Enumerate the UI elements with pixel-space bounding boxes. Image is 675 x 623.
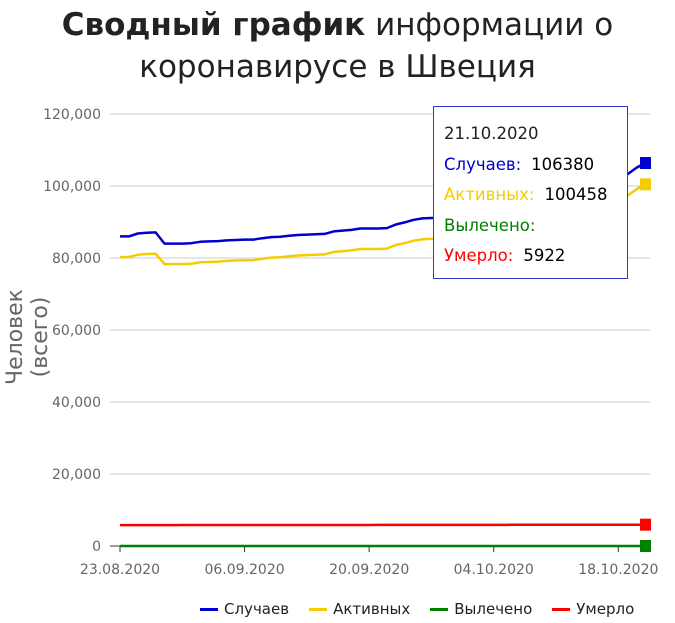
series-end-marker-2 — [640, 540, 651, 552]
tooltip-value-deaths: 5922 — [523, 246, 566, 265]
legend-item-cases[interactable]: Случаев — [200, 600, 289, 618]
y-tick-label: 40,000 — [52, 395, 101, 411]
y-tick-label: 20,000 — [52, 467, 101, 483]
tooltip-label-deaths: Умерло: — [444, 246, 514, 265]
x-tick-label: 04.10.2020 — [454, 562, 534, 578]
tooltip-value-cases: 106380 — [531, 154, 595, 174]
legend-swatch-deaths — [552, 607, 571, 611]
x-tick-label: 20.09.2020 — [329, 562, 409, 578]
chart-title: Сводный график информации о коронавирусе… — [0, 4, 675, 88]
legend-swatch-cases — [200, 607, 218, 611]
series-end-marker-1 — [640, 178, 651, 191]
legend-label-cases: Случаев — [224, 600, 290, 618]
legend-label-recovered: Вылечено — [454, 600, 533, 618]
legend-item-recovered[interactable]: Вылечено — [430, 600, 532, 618]
tooltip-label-active: Активных: — [444, 185, 535, 204]
chart-title-line2: коронавирусе в Швеция — [139, 49, 536, 85]
legend-item-deaths[interactable]: Умерло — [552, 600, 634, 618]
series-end-marker-3 — [640, 518, 651, 531]
tooltip-row-active: Активных: 100458 — [444, 180, 617, 211]
y-tick-label: 0 — [92, 539, 101, 555]
chart-legend: Случаев Активных Вылечено Умерло — [200, 600, 634, 618]
tooltip-row-recovered: Вылечено: — [444, 211, 617, 242]
tooltip-date: 21.10.2020 — [444, 124, 539, 143]
x-tick-label: 23.08.2020 — [80, 562, 160, 578]
y-tick-label: 100,000 — [43, 179, 101, 195]
y-tick-label: 120,000 — [43, 107, 101, 123]
tooltip-value-active: 100458 — [544, 185, 608, 204]
legend-swatch-active — [309, 607, 328, 611]
chart-title-rest: информации о — [365, 7, 614, 43]
chart-title-bold: Сводный график — [61, 7, 366, 43]
tooltip: 21.10.2020 Случаев: 106380 Активных: 10045… — [433, 106, 628, 279]
y-tick-label: 80,000 — [52, 251, 101, 267]
series-end-marker-0 — [640, 157, 651, 170]
tooltip-row-deaths: Умерло: 5922 — [444, 241, 617, 272]
tooltip-row-cases: Случаев: 106380 — [444, 150, 617, 181]
y-tick-label: 60,000 — [52, 323, 101, 339]
legend-item-active[interactable]: Активных — [309, 600, 410, 618]
legend-label-deaths: Умерло — [576, 600, 635, 618]
legend-label-active: Активных — [333, 600, 411, 618]
x-tick-label: 18.10.2020 — [578, 562, 658, 578]
tooltip-label-recovered: Вылечено: — [444, 215, 536, 235]
tooltip-label-cases: Случаев: — [444, 154, 522, 174]
legend-swatch-recovered — [430, 607, 449, 611]
x-tick-label: 06.09.2020 — [204, 562, 284, 578]
